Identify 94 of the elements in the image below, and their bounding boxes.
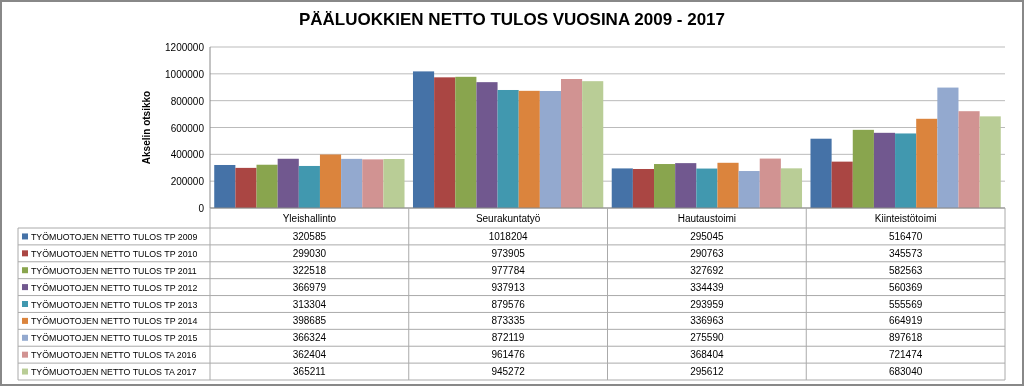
bar [852, 129, 874, 208]
data-label: 516470 [888, 230, 923, 242]
bar [873, 132, 896, 208]
data-label: 362404 [292, 349, 327, 361]
data-label: 721474 [888, 349, 923, 361]
data-label: 295612 [690, 366, 724, 378]
data-label: 973905 [491, 247, 526, 259]
data-label: 873335 [491, 315, 526, 327]
data-label: 320585 [292, 230, 327, 242]
data-label: 322518 [292, 264, 327, 276]
legend-label: TYÖMUOTOJEN NETTO TULOS TP 2015 [31, 333, 198, 344]
data-label: 365211 [293, 366, 327, 378]
y-tick-label: 0 [198, 203, 205, 214]
data-label: 398685 [292, 315, 327, 327]
bar [298, 165, 320, 208]
legend-label: TYÖMUOTOJEN NETTO TULOS TP 2010 [31, 248, 198, 259]
data-label: 295045 [690, 230, 724, 242]
data-label: 683040 [888, 366, 923, 378]
legend-label: TYÖMUOTOJEN NETTO TULOS TP 2009 [31, 231, 198, 242]
bar [717, 162, 739, 208]
bar [277, 158, 299, 208]
data-label: 345573 [888, 247, 923, 259]
data-label: 582563 [888, 264, 923, 276]
data-label: 945272 [491, 366, 526, 378]
bar [937, 87, 959, 208]
bar [560, 79, 583, 208]
data-label: 961476 [491, 349, 526, 361]
data-label: 336963 [690, 315, 724, 327]
bar [319, 154, 342, 208]
data-label: 327692 [690, 264, 724, 276]
data-label: 366324 [292, 332, 327, 344]
bar [780, 168, 803, 208]
bar [235, 167, 257, 208]
y-tick-label: 400000 [170, 149, 205, 161]
data-label: 299030 [292, 247, 327, 259]
data-label: 897618 [888, 332, 923, 344]
chart-title: PÄÄLUOKKIEN NETTO TULOS VUOSINA 2009 - 2017 [298, 10, 726, 29]
data-label: 977784 [491, 264, 526, 276]
bar [383, 159, 405, 208]
y-tick-label: 1200000 [165, 42, 205, 53]
bar [497, 89, 519, 208]
data-label: 879576 [491, 298, 526, 310]
data-label: 937913 [491, 281, 526, 293]
legend-label: TYÖMUOTOJEN NETTO TULOS TP 2013 [31, 299, 198, 310]
bar [214, 164, 236, 208]
bar [979, 116, 1001, 208]
y-axis-title: Akselin otsikko [141, 90, 152, 165]
bar [632, 168, 655, 208]
bar [895, 133, 917, 208]
legend-label: TYÖMUOTOJEN NETTO TULOS TP 2011 [31, 265, 197, 276]
x-tick-label: Hautaustoimi [677, 213, 737, 224]
legend-label: TYÖMUOTOJEN NETTO TULOS TP 2014 [31, 316, 198, 327]
y-tick-label: 200000 [170, 176, 205, 188]
data-label: 664919 [888, 315, 923, 327]
data-label: 1018204 [488, 230, 529, 242]
bar [518, 90, 540, 208]
bar [759, 158, 781, 208]
bar [455, 76, 477, 208]
data-label: 290763 [690, 247, 724, 259]
data-label: 555569 [888, 298, 923, 310]
y-tick-label: 800000 [170, 95, 205, 107]
data-label: 293959 [690, 298, 724, 310]
bar [916, 118, 938, 208]
x-tick-label: Kiinteistötoimi [874, 213, 937, 224]
x-tick-label: Yleishallinto [282, 213, 337, 224]
data-label: 334439 [690, 281, 724, 293]
bar [476, 82, 498, 208]
bar [256, 164, 278, 208]
data-label: 368404 [690, 349, 724, 361]
x-tick-label: Seurakuntatyö [475, 213, 541, 224]
bar [654, 164, 676, 208]
legend-label: TYÖMUOTOJEN NETTO TULOS TA 2016 [31, 350, 197, 361]
bar [582, 81, 604, 208]
bar [412, 71, 435, 208]
bar [434, 77, 456, 208]
data-label: 275590 [690, 332, 724, 344]
bar [958, 111, 980, 208]
bar [539, 90, 561, 208]
legend-label: TYÖMUOTOJEN NETTO TULOS TA 2017 [31, 367, 197, 378]
bar [738, 171, 760, 208]
data-label: 366979 [292, 281, 327, 293]
bar [831, 161, 853, 208]
bar [611, 168, 633, 208]
bar [362, 159, 384, 208]
bar [341, 158, 363, 208]
bar [810, 138, 832, 208]
bar [696, 168, 718, 208]
data-label: 560369 [888, 281, 923, 293]
data-label: 872119 [491, 332, 525, 344]
y-tick-label: 1000000 [165, 68, 205, 80]
legend-label: TYÖMUOTOJEN NETTO TULOS TP 2012 [31, 282, 198, 293]
y-tick-label: 600000 [170, 122, 205, 134]
data-label: 313304 [292, 298, 327, 310]
bar [675, 163, 697, 208]
